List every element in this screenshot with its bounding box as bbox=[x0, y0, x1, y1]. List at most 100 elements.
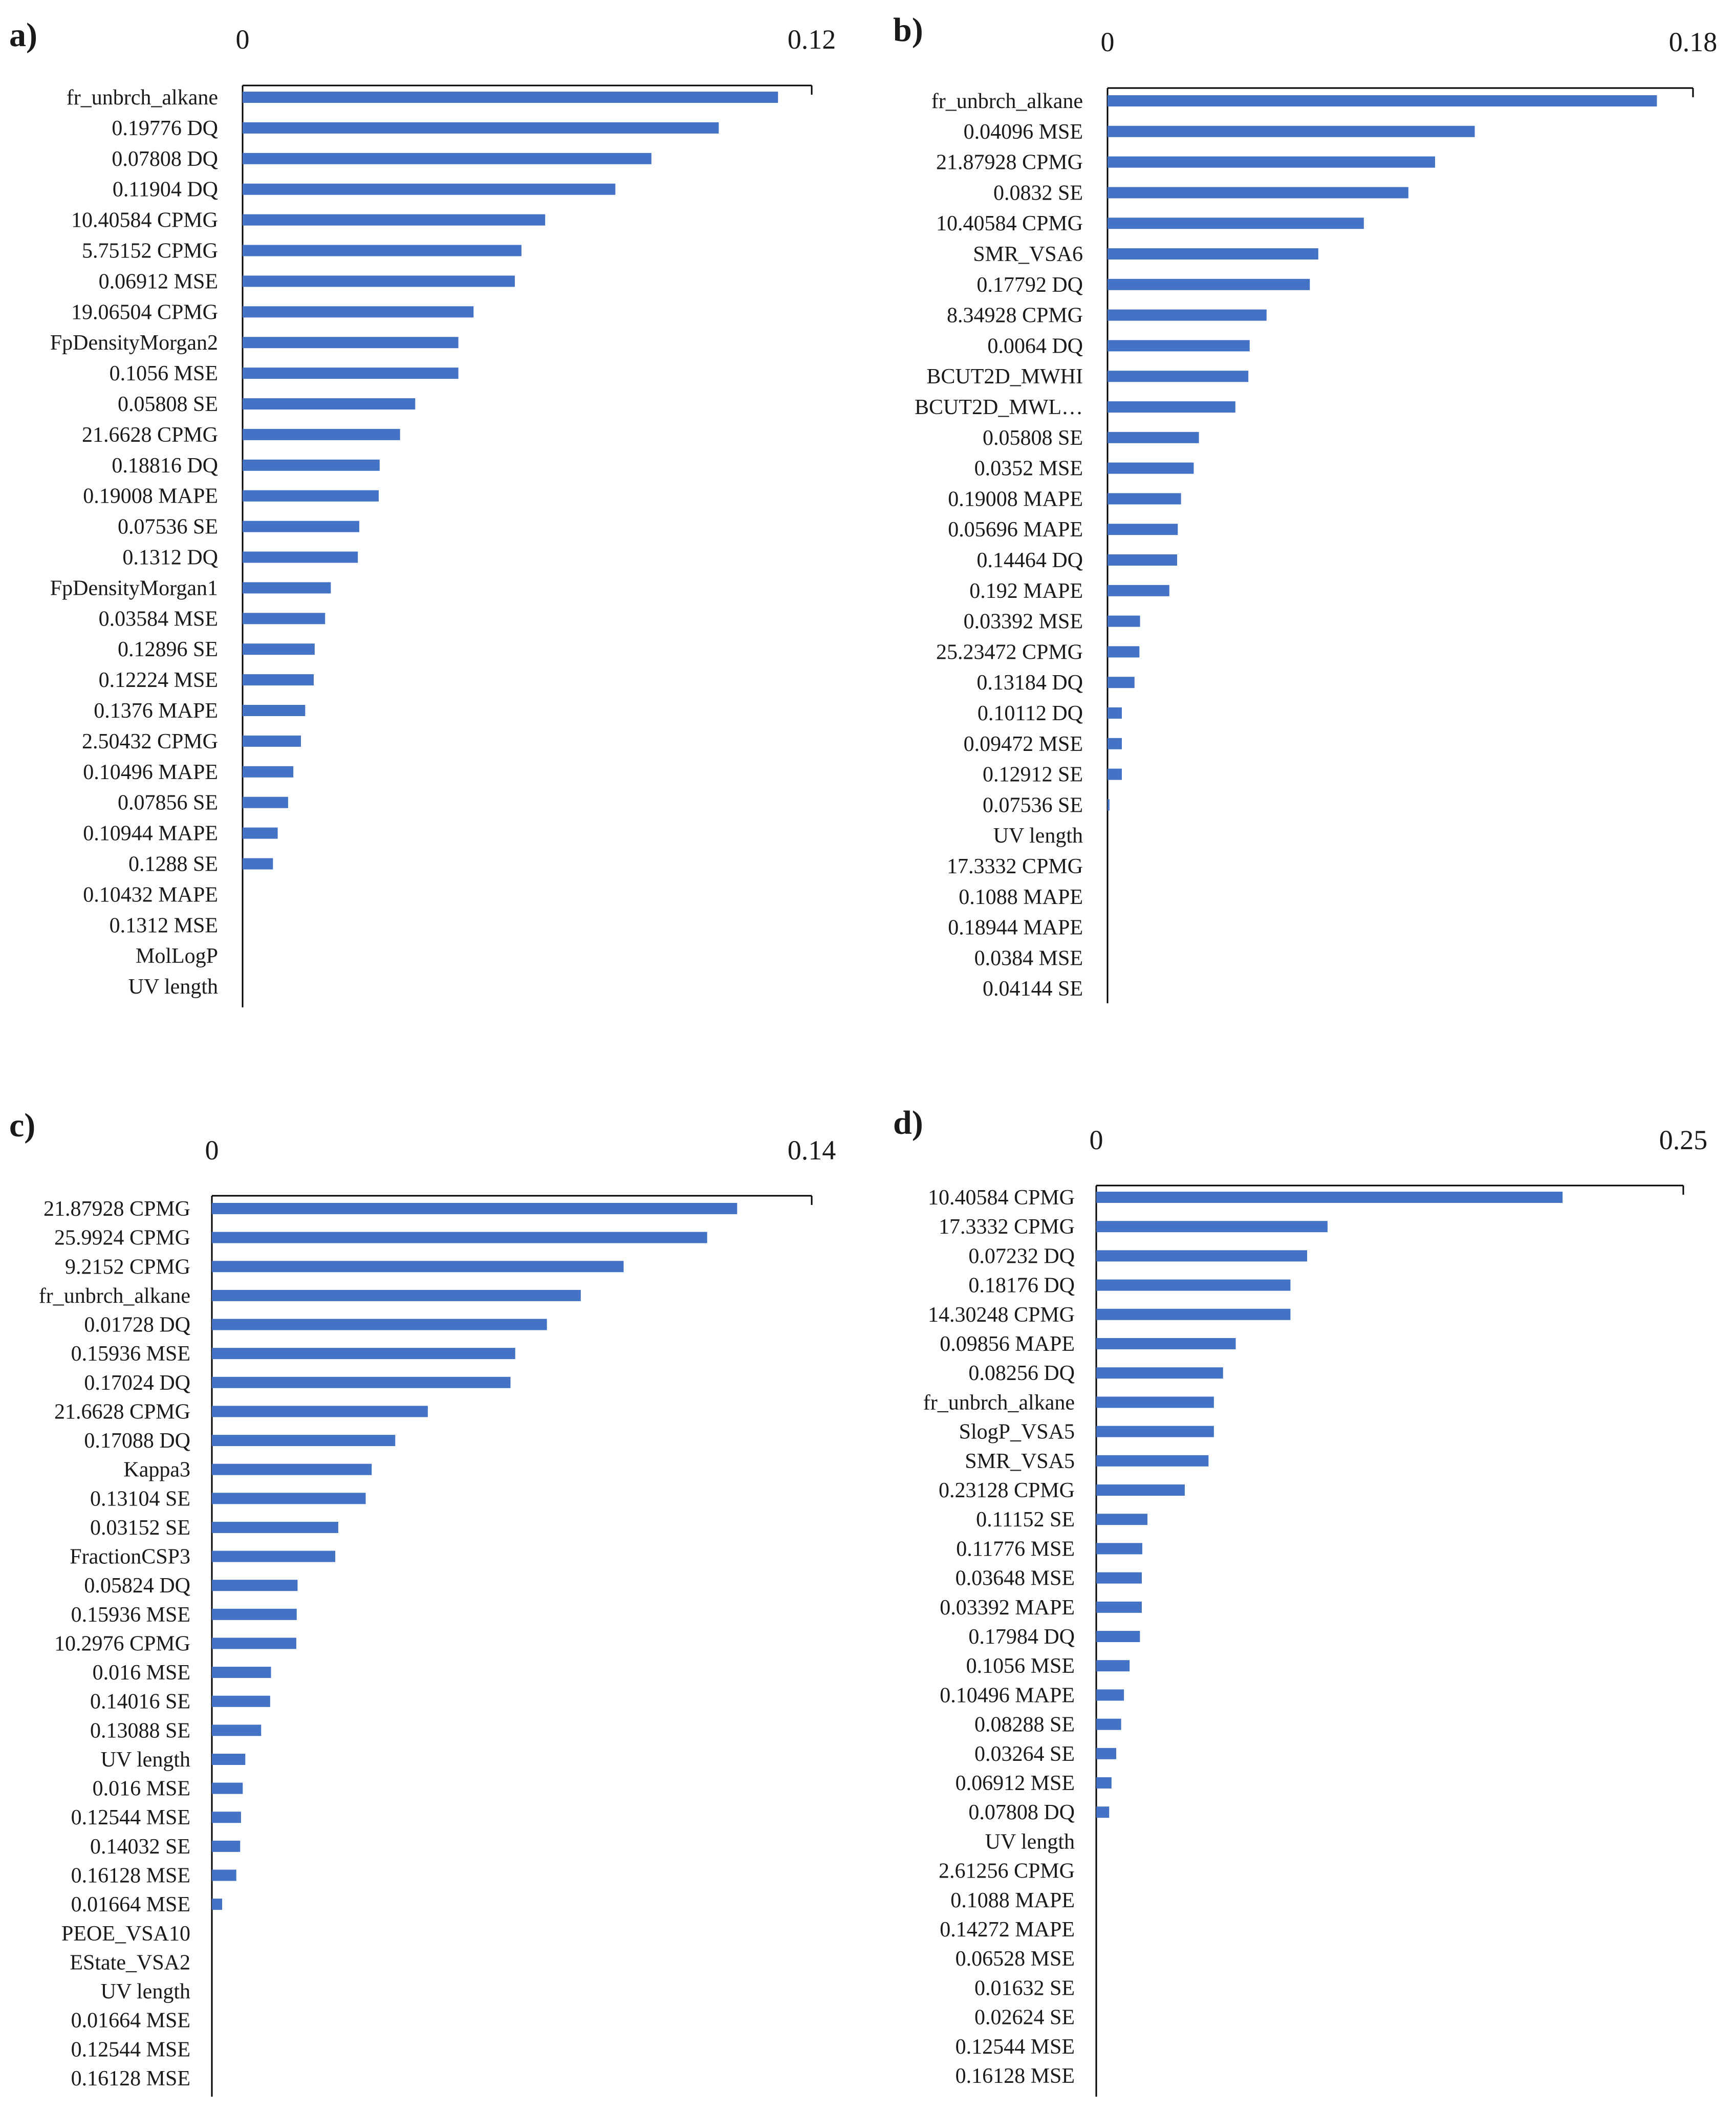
bar bbox=[243, 337, 459, 349]
category-label: 0.10496 MAPE bbox=[940, 1684, 1075, 1707]
category-label: 0.07808 DQ bbox=[112, 147, 218, 171]
category-label: 21.87928 CPMG bbox=[936, 151, 1083, 175]
category-label: 0.0064 DQ bbox=[987, 334, 1083, 358]
panel-label: a) bbox=[9, 16, 37, 54]
category-label: 19.06504 CPMG bbox=[71, 300, 218, 324]
category-label: 0.03648 MSE bbox=[956, 1567, 1075, 1590]
bar bbox=[243, 490, 379, 502]
category-label: 0.13088 SE bbox=[90, 1719, 190, 1742]
bar bbox=[1108, 646, 1140, 658]
category-label: 0.10112 DQ bbox=[978, 702, 1083, 725]
bar bbox=[212, 1406, 428, 1417]
bar bbox=[212, 1319, 547, 1330]
category-label: 17.3332 CPMG bbox=[939, 1215, 1075, 1239]
category-label: 0.17792 DQ bbox=[976, 273, 1083, 297]
category-label: 0.11904 DQ bbox=[113, 178, 218, 202]
bar bbox=[1108, 401, 1235, 413]
bar bbox=[243, 428, 400, 440]
category-label: 0.13184 DQ bbox=[976, 671, 1083, 695]
bar bbox=[1108, 248, 1318, 260]
category-label: 0.0352 MSE bbox=[974, 457, 1083, 481]
category-label: 0.192 MAPE bbox=[969, 579, 1083, 603]
category-label: 0.0384 MSE bbox=[974, 946, 1083, 970]
bar bbox=[1108, 524, 1178, 535]
bar bbox=[212, 1376, 511, 1388]
category-label: 0.16128 MSE bbox=[956, 2064, 1075, 2088]
bar bbox=[212, 1435, 396, 1447]
category-label: 0.05696 MAPE bbox=[948, 518, 1083, 542]
category-label: 0.03152 SE bbox=[90, 1516, 190, 1540]
bar bbox=[1096, 1572, 1142, 1584]
category-label: 0.16128 MSE bbox=[71, 1864, 190, 1887]
bar bbox=[1108, 432, 1199, 443]
bar bbox=[1096, 1338, 1236, 1349]
category-label: UV length bbox=[101, 1980, 190, 2004]
chart-panel: b) 0 0.18 fr_unbrch_alkane 0.04096 MSE 21.879… bbox=[893, 11, 1717, 1003]
bar bbox=[243, 735, 301, 747]
bar bbox=[1096, 1279, 1291, 1291]
bar bbox=[243, 122, 719, 134]
category-label: 0.14016 SE bbox=[90, 1690, 190, 1714]
bar bbox=[1108, 799, 1110, 811]
category-label: FpDensityMorgan1 bbox=[50, 576, 218, 600]
category-label: 0.18816 DQ bbox=[112, 454, 218, 478]
bar bbox=[1096, 1192, 1563, 1203]
bar bbox=[1108, 340, 1250, 352]
category-label: 0.14272 MAPE bbox=[940, 1918, 1075, 1942]
bar bbox=[1096, 1308, 1291, 1320]
category-label: 0.03392 MAPE bbox=[940, 1596, 1075, 1620]
bar bbox=[1108, 187, 1408, 199]
chart-panel: d) 0 0.25 10.40584 CPMG 17.3332 CPMG 0.07232 … bbox=[893, 1104, 1707, 2097]
category-label: 0.1088 MAPE bbox=[950, 1889, 1075, 1912]
category-label: 0.07232 DQ bbox=[968, 1244, 1075, 1268]
bar bbox=[212, 1695, 270, 1707]
bar bbox=[212, 1667, 271, 1678]
bar bbox=[1108, 738, 1122, 749]
category-label: 0.23128 CPMG bbox=[939, 1479, 1075, 1502]
bar bbox=[243, 368, 459, 379]
axis-tick-label: 0 bbox=[1090, 1125, 1103, 1155]
bar bbox=[1096, 1250, 1308, 1262]
bar bbox=[1096, 1601, 1142, 1613]
bar bbox=[1108, 493, 1181, 505]
category-label: UV length bbox=[993, 824, 1083, 848]
chart-panel: c) 0 0.14 21.87928 CPMG 25.9924 CPMG 9.2152 C… bbox=[9, 1107, 836, 2097]
category-label: 8.34928 CPMG bbox=[947, 304, 1083, 328]
axis-tick-label: 0.18 bbox=[1669, 27, 1718, 57]
bar bbox=[212, 1203, 737, 1214]
bar bbox=[243, 214, 546, 226]
bar bbox=[243, 521, 359, 532]
category-label: 0.07856 SE bbox=[118, 791, 218, 815]
category-label: 0.14464 DQ bbox=[976, 549, 1083, 572]
panel-label: b) bbox=[893, 11, 923, 49]
axis-tick-label: 0.12 bbox=[788, 24, 836, 55]
category-label: 0.06912 MSE bbox=[956, 1772, 1075, 1795]
category-label: 0.01664 MSE bbox=[71, 2009, 190, 2033]
category-label: 10.2976 CPMG bbox=[54, 1632, 190, 1655]
category-label: fr_unbrch_alkane bbox=[923, 1391, 1075, 1414]
bar bbox=[1096, 1396, 1214, 1408]
category-label: 0.12544 MSE bbox=[71, 1806, 190, 1829]
bar bbox=[212, 1608, 297, 1620]
category-label: 0.16128 MSE bbox=[71, 2067, 190, 2091]
category-label: 0.17024 DQ bbox=[84, 1371, 190, 1395]
bar bbox=[243, 245, 522, 256]
bar bbox=[1108, 95, 1657, 106]
category-label: 0.06912 MSE bbox=[99, 270, 218, 293]
category-label: 0.19008 MAPE bbox=[83, 485, 218, 508]
category-label: 0.07536 SE bbox=[983, 793, 1083, 817]
bar bbox=[243, 183, 616, 195]
bar bbox=[243, 796, 288, 808]
bar bbox=[243, 153, 652, 164]
bar bbox=[243, 705, 306, 716]
category-label: 0.01728 DQ bbox=[84, 1313, 190, 1337]
category-label: 0.016 MSE bbox=[93, 1661, 190, 1685]
category-label: 0.18944 MAPE bbox=[948, 916, 1083, 940]
category-label: SMR_VSA6 bbox=[973, 243, 1083, 266]
bar bbox=[243, 92, 778, 103]
category-label: 5.75152 CPMG bbox=[82, 240, 218, 263]
category-label: 25.9924 CPMG bbox=[54, 1226, 190, 1250]
category-label: SlogP_VSA5 bbox=[959, 1420, 1075, 1444]
bar bbox=[1108, 371, 1249, 382]
category-label: fr_unbrch_alkane bbox=[39, 1284, 190, 1308]
